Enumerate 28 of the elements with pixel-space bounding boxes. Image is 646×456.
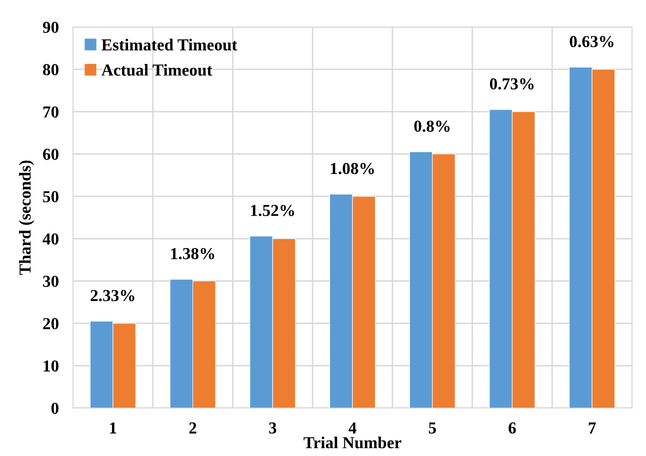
y-axis-title: Thard (seconds) xyxy=(18,160,34,275)
x-tick-label: 1 xyxy=(110,422,116,434)
y-tick-label: 30 xyxy=(43,276,58,287)
x-tick-label: 6 xyxy=(508,422,516,434)
annotation: 0.73% xyxy=(490,78,534,90)
y-tick-label: 20 xyxy=(43,318,58,330)
annotation: 1.52% xyxy=(251,204,294,216)
x-tick-label: 2 xyxy=(189,422,196,434)
x-tick-label: 4 xyxy=(348,422,356,434)
y-tick-label: 90 xyxy=(42,22,58,33)
annotation: 1.08% xyxy=(330,162,374,174)
legend-label: Actual Timeout xyxy=(101,64,212,76)
annotation: 0.8% xyxy=(414,120,450,132)
y-tick-label: 70 xyxy=(43,106,58,118)
y-tick-label: 0 xyxy=(51,402,58,414)
y-tick-label: 40 xyxy=(42,233,58,245)
annotation: 1.38% xyxy=(171,248,214,260)
annotation: 2.33% xyxy=(90,290,134,302)
y-tick-label: 80 xyxy=(43,64,58,76)
x-tick-label: 5 xyxy=(428,422,436,434)
y-tick-label: 60 xyxy=(43,148,58,160)
y-tick-label: 50 xyxy=(43,191,58,202)
x-axis-title: Trial Number xyxy=(304,436,402,448)
annotation: 0.63% xyxy=(570,36,614,48)
x-tick-label: 3 xyxy=(269,422,276,434)
x-tick-label: 7 xyxy=(588,422,596,434)
legend-label: Estimated Timeout xyxy=(102,38,238,51)
y-tick-label: 10 xyxy=(44,360,58,372)
